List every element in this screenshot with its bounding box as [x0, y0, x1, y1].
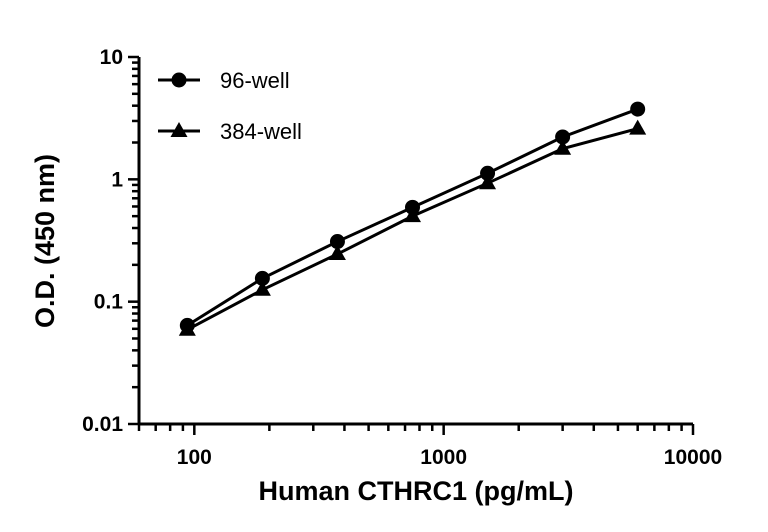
y-tick-label: 0.1	[94, 291, 124, 314]
x-axis-title: Human CTHRC1 (pg/mL)	[259, 476, 574, 506]
data-point-384-well	[629, 119, 647, 135]
y-tick-label: 10	[100, 46, 123, 69]
data-point-96-well	[630, 101, 646, 117]
legend-item-96-well: 96-well	[158, 68, 290, 93]
legend-marker-circle	[171, 72, 187, 88]
data-point-96-well	[254, 270, 270, 286]
series-line-384-well	[186, 127, 639, 332]
data-point-96-well	[555, 129, 571, 145]
data-point-384-well	[404, 207, 422, 223]
x-ticks: 100 1000 10000	[137, 424, 722, 469]
legend: 96-well 384-well	[158, 68, 302, 144]
data-point-96-well	[329, 234, 345, 250]
x-tick-label: 1000	[420, 446, 467, 469]
data-point-384-well	[328, 245, 346, 261]
axes: 100 1000 10000 0.01 0.1 1 10	[82, 46, 722, 469]
legend-marker-triangle	[170, 122, 188, 137]
data-point-384-well	[253, 280, 271, 296]
y-tick-label: 0.01	[82, 413, 123, 436]
legend-label-96-well: 96-well	[220, 68, 290, 93]
series-384-well	[178, 119, 647, 336]
data-point-384-well	[554, 139, 572, 155]
x-tick-label: 100	[177, 446, 212, 469]
y-ticks: 0.01 0.1 1 10	[82, 46, 139, 436]
legend-label-384-well: 384-well	[220, 119, 302, 144]
data-point-384-well	[479, 174, 497, 190]
series-group	[178, 101, 647, 336]
data-point-96-well	[480, 165, 496, 181]
y-tick-label: 1	[111, 168, 123, 191]
x-tick-label: 10000	[664, 446, 722, 469]
y-axis-title: O.D. (450 nm)	[30, 154, 60, 328]
data-point-384-well	[178, 320, 196, 336]
legend-item-384-well: 384-well	[158, 119, 302, 144]
